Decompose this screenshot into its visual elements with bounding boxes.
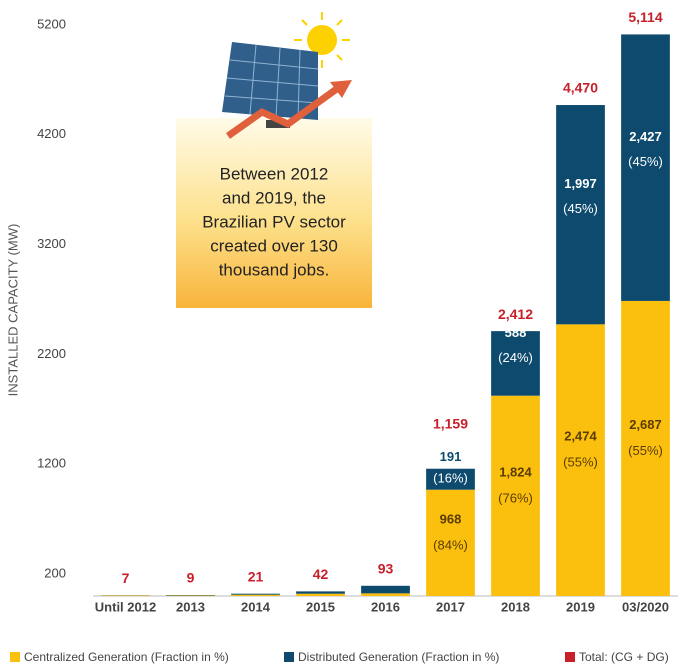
bar-segment — [101, 595, 150, 596]
x-tick-label: 2019 — [566, 599, 595, 614]
fraction-label: (45%) — [628, 154, 663, 169]
total-label: 93 — [378, 560, 394, 576]
bar-segment — [231, 594, 280, 595]
total-label: 7 — [122, 570, 130, 586]
legend-label: Distributed Generation (Fraction in %) — [298, 650, 499, 664]
total-label: 2,412 — [498, 306, 533, 322]
chart: INSTALLED CAPACITY (MW) 200 1200 2200 3200 4… — [0, 0, 678, 669]
annotation-line: and 2019, the — [222, 188, 326, 207]
y-tick-label: 200 — [44, 565, 66, 580]
x-tick-label: 2016 — [371, 599, 400, 614]
bar-segment — [231, 595, 280, 596]
value-label: 1,997 — [564, 176, 597, 191]
value-label: 2,427 — [629, 129, 662, 144]
y-tick-label: 5200 — [37, 16, 66, 31]
fraction-label: (55%) — [563, 455, 598, 470]
total-label: 4,470 — [563, 80, 598, 96]
value-label: 2,474 — [564, 429, 597, 444]
y-tick-label: 3200 — [37, 236, 66, 251]
legend-swatch — [284, 652, 294, 662]
annotation-line: thousand jobs. — [219, 260, 330, 279]
y-tick-label: 2200 — [37, 346, 66, 361]
solar-icon — [222, 12, 352, 136]
y-tick-label: 1200 — [37, 456, 66, 471]
fraction-label: (24%) — [498, 350, 533, 365]
legend-label: Centralized Generation (Fraction in %) — [24, 650, 229, 664]
value-label: 968 — [440, 511, 462, 526]
fraction-label: (45%) — [563, 201, 598, 216]
fraction-label: (16%) — [433, 471, 468, 486]
total-label: 9 — [187, 570, 195, 586]
x-tick-label: 2018 — [501, 599, 530, 614]
annotation-line: Between 2012 — [220, 164, 329, 183]
annotation-line: Brazilian PV sector — [202, 212, 346, 231]
x-tick-label: 2014 — [241, 599, 271, 614]
total-label: 21 — [248, 568, 264, 584]
value-label: 588 — [505, 325, 527, 340]
legend-swatch — [565, 652, 575, 662]
x-tick-label: 2015 — [306, 599, 335, 614]
fraction-label: (84%) — [433, 537, 468, 552]
fraction-label: (55%) — [628, 443, 663, 458]
value-label: 1,824 — [499, 464, 532, 479]
bar-segment — [361, 593, 410, 596]
x-tick-label: 03/2020 — [622, 599, 669, 614]
value-label: 2,687 — [629, 417, 662, 432]
bar-segment — [296, 591, 345, 593]
x-tick-label: 2013 — [176, 599, 205, 614]
bar-segment — [296, 594, 345, 596]
fraction-label: (76%) — [498, 490, 533, 505]
bar-segment — [166, 595, 215, 596]
total-label: 42 — [313, 566, 329, 582]
x-tick-label: 2017 — [436, 599, 465, 614]
x-tick-label: Until 2012 — [95, 599, 156, 614]
total-label: 5,114 — [628, 9, 662, 25]
total-label: 1,159 — [433, 415, 468, 431]
y-tick-label: 4200 — [37, 126, 66, 141]
y-axis-label: INSTALLED CAPACITY (MW) — [5, 224, 20, 397]
legend-label: Total: (CG + DG) — [579, 650, 669, 664]
annotation-line: created over 130 — [210, 236, 338, 255]
bar-segment — [361, 586, 410, 594]
legend-swatch — [10, 652, 20, 662]
value-label: 191 — [440, 449, 462, 464]
